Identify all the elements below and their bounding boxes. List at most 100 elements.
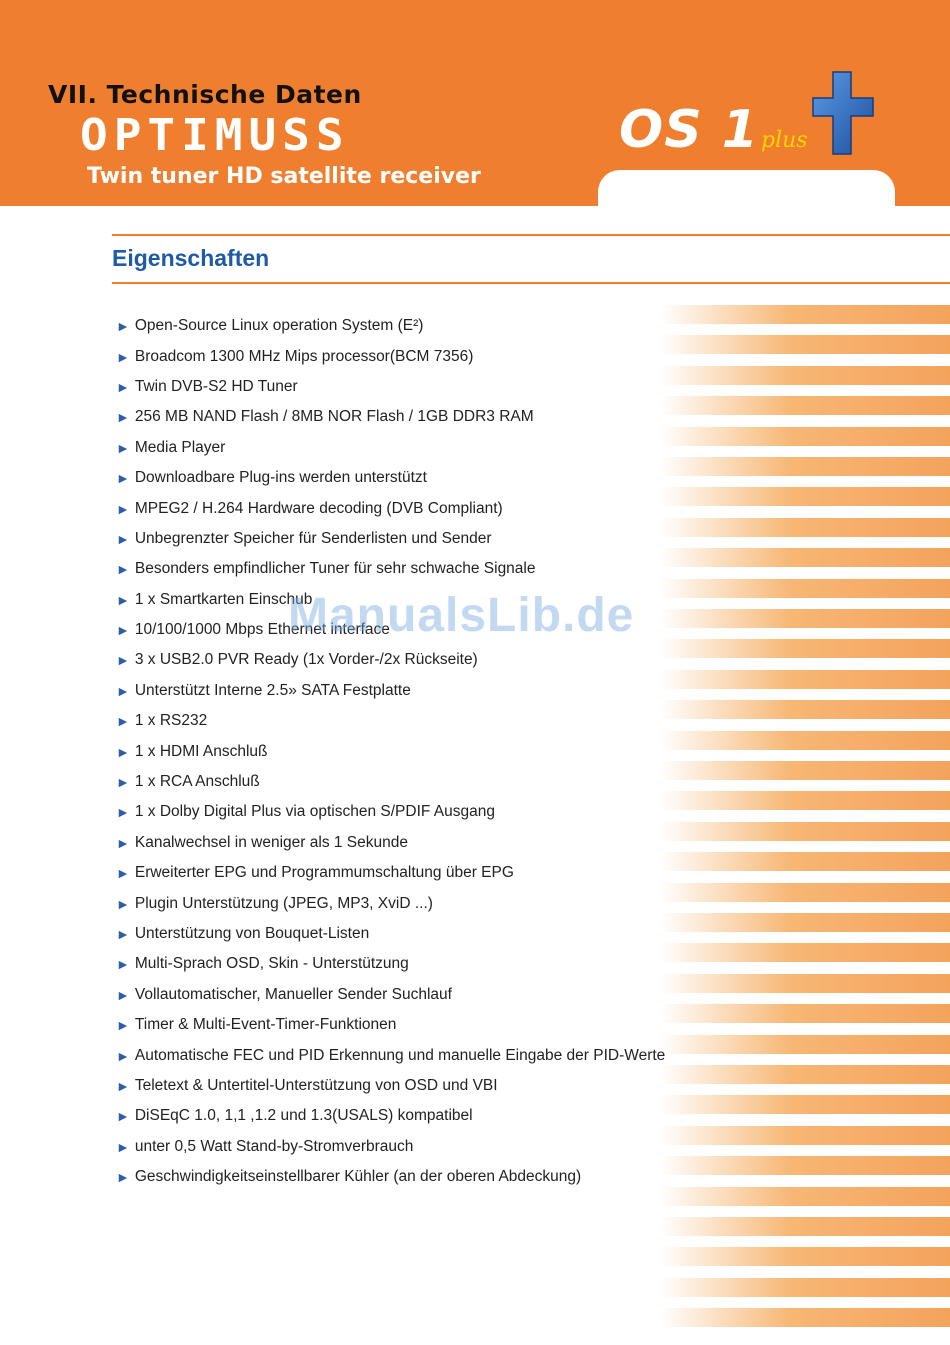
feature-item: ► 3 x USB2.0 PVR Ready (1x Vorder-/2x Rüc… [116, 645, 665, 675]
stripe [660, 1065, 950, 1084]
stripe [660, 1004, 950, 1024]
feature-text: unter 0,5 Watt Stand-by-Stromverbrauch [134, 1137, 414, 1155]
bullet-arrow-icon: ► [116, 1047, 130, 1064]
feature-item: ► Downloadbare Plug-ins werden unterstütz… [116, 463, 665, 493]
stripe [660, 1277, 950, 1297]
bullet-arrow-icon: ► [116, 652, 130, 669]
plus-cross-icon [812, 71, 874, 155]
feature-text: Besonders empfindlicher Tuner für sehr s… [134, 560, 536, 578]
stripe [660, 730, 950, 750]
brand-wordmark: OPTIMUSS [80, 109, 350, 161]
stripe [660, 639, 950, 659]
feature-text: Timer & Multi-Event-Timer-Funktionen [134, 1016, 397, 1034]
feature-text: Kanalwechsel in weniger als 1 Sekunde [134, 833, 409, 851]
feature-item: ► Vollautomatischer, Manueller Sender Suc… [116, 980, 665, 1010]
bullet-arrow-icon: ► [116, 1017, 130, 1034]
stripe [660, 943, 950, 963]
stripe [660, 517, 950, 537]
bullet-arrow-icon: ► [116, 682, 130, 699]
bullet-arrow-icon: ► [116, 774, 130, 791]
logo-main-text: OS 1 [619, 100, 759, 160]
feature-item: ► Plugin Unterstützung (JPEG, MP3, XviD .… [116, 888, 665, 918]
feature-text: Multi-Sprach OSD, Skin - Unterstützung [134, 955, 409, 973]
feature-text: Unbegrenzter Speicher für Senderlisten u… [134, 529, 492, 547]
bullet-arrow-icon: ► [116, 956, 130, 973]
bullet-arrow-icon: ► [116, 622, 130, 639]
stripe [660, 335, 950, 355]
feature-item: ► unter 0,5 Watt Stand-by-Stromverbrauch [116, 1132, 665, 1162]
feature-list: ► Open-Source Linux operation System (E²)… [116, 311, 665, 1192]
bullet-arrow-icon: ► [116, 530, 130, 547]
feature-item: ► Unterstützung von Bouquet-Listen [116, 919, 665, 949]
feature-item: ► 256 MB NAND Flash / 8MB NOR Flash / 1GB… [116, 402, 665, 432]
stripe [660, 1217, 950, 1236]
feature-text: Unterstützung von Bouquet-Listen [134, 925, 370, 942]
feature-text: 1 x HDMI Anschluß [134, 742, 268, 760]
stripe [660, 1308, 950, 1328]
feature-text: Vollautomatischer, Manueller Sender Such… [134, 985, 452, 1003]
feature-item: ► Unterstützt Interne 2.5» SATA Festplatt… [116, 676, 665, 706]
feature-item: ► Broadcom 1300 MHz Mips processor(BCM 73… [116, 341, 665, 371]
bullet-arrow-icon: ► [116, 895, 130, 912]
stripe [660, 1156, 950, 1176]
feature-item: ► Teletext & Untertitel-Unterstützung von… [116, 1071, 665, 1101]
feature-item: ► 10/100/1000 Mbps Ethernet interface [116, 615, 665, 645]
stripe [660, 548, 950, 568]
feature-text: Broadcom 1300 MHz Mips processor(BCM 735… [134, 347, 474, 365]
stripe [660, 1125, 950, 1145]
decorative-stripes [660, 305, 950, 1345]
feature-item: ► Erweiterter EPG und Programmumschaltung… [116, 858, 665, 888]
feature-item: ► MPEG2 / H.264 Hardware decoding (DVB Co… [116, 493, 665, 523]
feature-text: Open-Source Linux operation System (E²) [134, 317, 424, 335]
stripe [660, 973, 950, 993]
feature-text: Unterstützt Interne 2.5» SATA Festplatte [134, 681, 411, 699]
bullet-arrow-icon: ► [116, 1169, 130, 1186]
feature-text: 256 MB NAND Flash / 8MB NOR Flash / 1GB … [134, 408, 534, 426]
feature-text: 1 x Dolby Digital Plus via optischen S/P… [134, 803, 495, 821]
bullet-arrow-icon: ► [116, 1138, 130, 1155]
feature-item: ► Media Player [116, 433, 665, 463]
bullet-arrow-icon: ► [116, 1077, 130, 1094]
stripe [660, 882, 950, 902]
feature-text: MPEG2 / H.264 Hardware decoding (DVB Com… [134, 499, 503, 517]
stripe [660, 578, 950, 598]
stripe [660, 852, 950, 872]
feature-text: 3 x USB2.0 PVR Ready (1x Vorder-/2x Rück… [134, 651, 478, 669]
bullet-arrow-icon: ► [116, 1108, 130, 1125]
stripe [660, 669, 950, 689]
feature-item: ► Geschwindigkeitseinstellbarer Kühler (a… [116, 1162, 665, 1192]
stripe [660, 487, 950, 507]
bullet-arrow-icon: ► [116, 865, 130, 882]
feature-item: ► Unbegrenzter Speicher für Senderlisten … [116, 524, 665, 554]
watermark: ManualsLib.de [288, 589, 635, 642]
bullet-arrow-icon: ► [116, 378, 130, 395]
product-logo: OS 1 plus [615, 70, 885, 170]
bullet-arrow-icon: ► [116, 926, 130, 942]
bullet-arrow-icon: ► [116, 986, 130, 1003]
bullet-arrow-icon: ► [116, 500, 130, 517]
bullet-arrow-icon: ► [116, 713, 130, 730]
stripe [660, 821, 950, 841]
product-subtitle: Twin tuner HD satellite receiver [87, 164, 481, 189]
bullet-arrow-icon: ► [116, 561, 130, 578]
stripe [660, 700, 950, 720]
bullet-arrow-icon: ► [116, 834, 130, 851]
feature-text: Automatische FEC und PID Erkennung und m… [134, 1046, 666, 1064]
feature-text: Downloadbare Plug-ins werden unterstützt [134, 469, 427, 487]
stripe [660, 761, 950, 780]
stripe [660, 913, 950, 932]
stripe [660, 426, 950, 446]
top-rule [112, 234, 950, 236]
stripe [660, 1247, 950, 1267]
bullet-arrow-icon: ► [116, 348, 130, 365]
feature-text: 1 x Smartkarten Einschub [134, 590, 313, 608]
feature-text: 1 x RS232 [134, 712, 208, 730]
logo-tab [598, 170, 895, 230]
stripe [660, 1186, 950, 1206]
bullet-arrow-icon: ► [116, 743, 130, 760]
feature-text: Erweiterter EPG und Programmumschaltung … [134, 864, 514, 882]
bullet-arrow-icon: ► [116, 439, 130, 456]
feature-text: Twin DVB-S2 HD Tuner [134, 377, 298, 395]
feature-item: ► 1 x Dolby Digital Plus via optischen S/… [116, 797, 665, 827]
feature-item: ► 1 x RCA Anschluß [116, 767, 665, 797]
